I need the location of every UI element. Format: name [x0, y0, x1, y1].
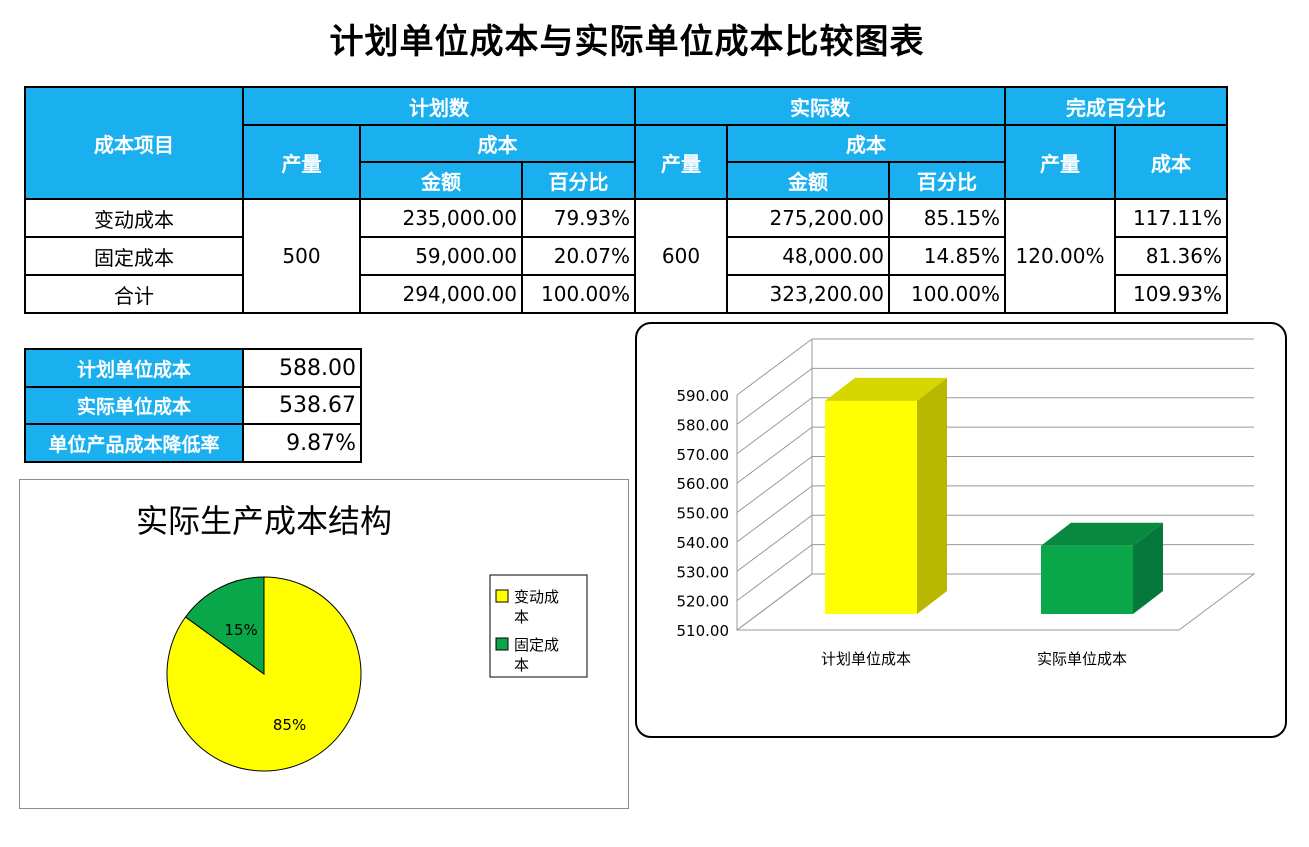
bar-side: [1133, 522, 1163, 614]
table-row: 固定成本 59,000.00 20.07% 48,000.00 14.85% 8…: [24, 236, 1228, 276]
header-plan-amount: 金额: [359, 161, 523, 200]
actual-unit-cost-value: 538.67: [242, 386, 362, 425]
table-row: 合计 294,000.00 100.00% 323,200.00 100.00%…: [24, 274, 1228, 314]
bar-chart: 510.00 520.00 530.00 540.00 550.00 560.00 570.…: [677, 338, 1256, 668]
actual-amount: 275,200.00: [726, 198, 890, 238]
plan-output-value: 500: [242, 198, 361, 314]
page-title: 计划单位成本与实际单位成本比较图表: [329, 22, 925, 62]
actual-amount: 323,200.00: [726, 274, 890, 314]
completion-cost: 109.93%: [1114, 274, 1228, 314]
pie-data-label: 15%: [224, 621, 257, 639]
header-cost-item: 成本项目: [24, 86, 244, 200]
plan-unit-cost-value: 588.00: [242, 348, 362, 388]
plan-percent: 20.07%: [521, 236, 636, 276]
completion-cost: 117.11%: [1114, 198, 1228, 238]
table-row: 变动成本 500 235,000.00 79.93% 600 275,200.0…: [24, 198, 1228, 314]
legend-swatch: [495, 589, 509, 603]
bar-chart-panel[interactable]: 510.00 520.00 530.00 540.00 550.00 560.00 570.…: [635, 322, 1287, 738]
header-actual-output: 产量: [634, 124, 728, 200]
y-tick-label: 540.00: [677, 534, 730, 552]
plan-amount: 59,000.00: [359, 236, 523, 276]
bar-top: [1041, 522, 1163, 546]
actual-percent: 100.00%: [888, 274, 1006, 314]
y-tick-label: 530.00: [677, 563, 730, 581]
completion-cost: 81.36%: [1114, 236, 1228, 276]
pie-slice: [184, 576, 265, 675]
completion-output-value: 120.00%: [1004, 198, 1116, 314]
table-row: 实际单位成本 538.67: [24, 386, 362, 425]
table-row: 单位产品成本降低率 9.87%: [24, 423, 362, 463]
x-tick-label: 实际单位成本: [1037, 650, 1127, 668]
header-completion-cost: 成本: [1114, 124, 1228, 200]
actual-unit-cost-label: 实际单位成本: [24, 386, 244, 425]
plan-percent: 79.93%: [521, 198, 636, 238]
bar-top: [825, 377, 947, 401]
table-row: 计划单位成本 588.00: [24, 348, 362, 388]
header-actual-percent: 百分比: [888, 161, 1006, 200]
row-name: 固定成本: [24, 236, 244, 276]
legend-swatch: [495, 637, 509, 651]
reduction-rate-value: 9.87%: [242, 423, 362, 463]
unit-cost-table: 计划单位成本 588.00 实际单位成本 538.67 单位产品成本降低率 9.…: [24, 348, 362, 463]
y-tick-label: 550.00: [677, 505, 730, 523]
header-plan: 计划数: [242, 86, 636, 126]
plan-amount: 235,000.00: [359, 198, 523, 238]
pie-data-label: 85%: [273, 716, 306, 734]
actual-amount: 48,000.00: [726, 236, 890, 276]
header-plan-output: 产量: [242, 124, 361, 200]
legend-entry: 变动成本: [514, 588, 559, 626]
pie-chart-title: 实际生产成本结构: [136, 502, 392, 540]
plan-percent: 100.00%: [521, 274, 636, 314]
actual-percent: 14.85%: [888, 236, 1006, 276]
plan-unit-cost-label: 计划单位成本: [24, 348, 244, 388]
header-actual-cost: 成本: [726, 124, 1006, 163]
cost-comparison-table: 成本项目 计划数 实际数 完成百分比 产量 成本 产量 成本 产量 成本 金额 …: [24, 86, 1228, 314]
plan-amount: 294,000.00: [359, 274, 523, 314]
bar: [825, 400, 917, 614]
y-tick-label: 520.00: [677, 593, 730, 611]
y-tick-label: 590.00: [677, 387, 730, 405]
row-name: 合计: [24, 274, 244, 314]
bar-side: [917, 377, 947, 614]
x-tick-label: 计划单位成本: [821, 650, 911, 668]
y-tick-label: 510.00: [677, 622, 730, 640]
reduction-rate-label: 单位产品成本降低率: [24, 423, 244, 463]
y-tick-label: 560.00: [677, 475, 730, 493]
header-plan-percent: 百分比: [521, 161, 636, 200]
y-tick-label: 570.00: [677, 446, 730, 464]
header-actual: 实际数: [634, 86, 1006, 126]
row-name: 变动成本: [24, 198, 244, 238]
actual-output-value: 600: [634, 198, 728, 314]
header-actual-amount: 金额: [726, 161, 890, 200]
header-completion-output: 产量: [1004, 124, 1116, 200]
y-tick-label: 580.00: [677, 416, 730, 434]
header-plan-cost: 成本: [359, 124, 636, 163]
bar: [1041, 545, 1133, 614]
legend-entry: 固定成本: [514, 636, 559, 674]
actual-percent: 85.15%: [888, 198, 1006, 238]
pie-chart-panel[interactable]: 实际生产成本结构 85% 15% 变动成本固定成本: [19, 479, 629, 809]
header-completion: 完成百分比: [1004, 86, 1228, 126]
